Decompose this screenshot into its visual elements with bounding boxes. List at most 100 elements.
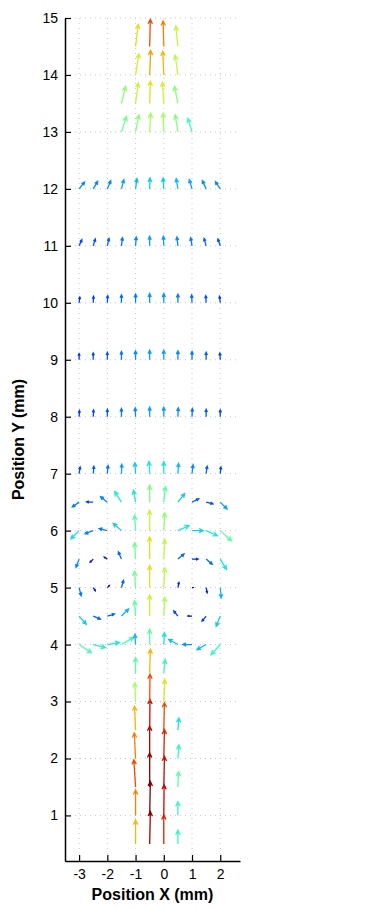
vector	[162, 294, 165, 303]
tick-mark	[65, 360, 71, 361]
vector	[187, 118, 192, 132]
tick-label: 6	[50, 523, 58, 539]
vector	[219, 467, 221, 474]
tick-label: -2	[102, 866, 115, 882]
vector	[133, 658, 137, 673]
grid-line	[65, 701, 240, 702]
vector	[148, 649, 152, 673]
vector	[176, 294, 179, 302]
grid-line	[107, 18, 108, 861]
vector	[176, 802, 180, 816]
tick-label: 2	[217, 866, 225, 882]
vector	[206, 502, 213, 504]
vector	[93, 239, 95, 246]
tick: -2	[102, 855, 115, 882]
vector	[76, 559, 79, 567]
tick-label: 8	[50, 409, 58, 425]
grid-line	[65, 245, 240, 246]
vector	[133, 463, 137, 474]
vector	[169, 639, 178, 644]
vector	[134, 237, 137, 246]
tick: 6	[50, 523, 71, 539]
vector	[174, 611, 178, 616]
vector	[133, 683, 137, 702]
vector	[161, 178, 165, 189]
vector	[121, 580, 124, 587]
tick-mark	[192, 855, 193, 861]
vector	[148, 812, 152, 844]
grid-line	[65, 473, 240, 474]
vector	[162, 407, 165, 417]
tick: 10	[42, 295, 71, 311]
vector	[85, 531, 93, 534]
vector	[162, 815, 166, 844]
tick-mark	[65, 701, 71, 702]
vector	[133, 571, 137, 587]
vector	[216, 616, 220, 626]
tick: 13	[42, 124, 71, 140]
vector	[107, 181, 111, 189]
tick-label: 11	[43, 238, 58, 254]
vector	[205, 352, 208, 359]
tick-label: 1	[50, 807, 58, 823]
tick: 8	[50, 409, 71, 425]
tick: 3	[50, 693, 71, 709]
vector	[162, 785, 166, 816]
x-axis: -3-2-1012	[66, 855, 241, 882]
x-axis-title: Position X (mm)	[92, 886, 214, 903]
vector	[134, 294, 137, 302]
grid-line	[65, 302, 240, 303]
vector	[106, 466, 109, 474]
vector	[133, 543, 137, 559]
tick: 12	[42, 181, 71, 197]
vector	[86, 501, 93, 503]
vector	[206, 559, 212, 564]
tick-label: -1	[130, 866, 143, 882]
vector	[211, 645, 220, 655]
vector	[176, 237, 179, 246]
tick-mark	[164, 855, 165, 861]
tick: 2	[217, 855, 225, 882]
vector	[71, 531, 79, 539]
chart: -3-2-1012123456789101112131415Position X…	[0, 0, 374, 910]
vector	[121, 180, 124, 189]
vector	[104, 557, 107, 559]
tick-label: -3	[73, 866, 86, 882]
vector	[176, 772, 180, 787]
tick: -1	[130, 855, 143, 882]
vector	[113, 523, 121, 530]
tick: 2	[50, 750, 71, 766]
vector	[205, 409, 208, 416]
vector	[148, 537, 152, 559]
vector	[219, 410, 221, 417]
vector	[197, 645, 206, 650]
vector	[174, 115, 178, 132]
vector	[133, 515, 137, 530]
vector	[192, 499, 199, 502]
vector	[162, 350, 165, 360]
vector	[162, 703, 166, 730]
vector	[219, 588, 223, 598]
vector	[191, 465, 194, 474]
vector	[148, 485, 152, 502]
tick-mark	[65, 18, 71, 19]
vector	[174, 26, 178, 46]
vector	[148, 81, 152, 103]
vector	[177, 408, 180, 417]
vector	[92, 466, 95, 473]
vector	[190, 238, 193, 246]
vector	[162, 756, 166, 787]
vector	[120, 295, 123, 303]
vector	[120, 352, 123, 360]
vector	[136, 115, 141, 132]
vector	[162, 236, 165, 246]
vector	[162, 633, 166, 645]
tick: 15	[42, 10, 71, 26]
vector	[115, 492, 122, 503]
vector	[72, 502, 79, 507]
vector	[121, 637, 133, 644]
tick: 14	[42, 67, 71, 83]
vector	[79, 616, 86, 624]
vector	[220, 531, 231, 541]
vector	[133, 790, 137, 815]
